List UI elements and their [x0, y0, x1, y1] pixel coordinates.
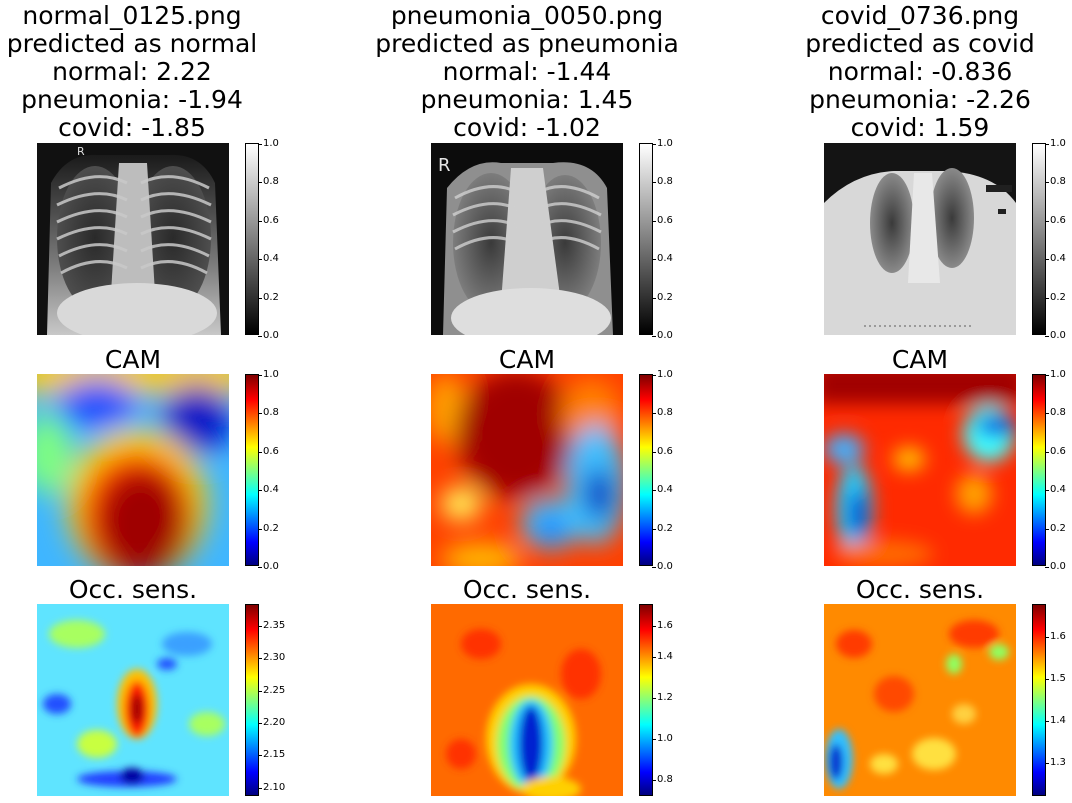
- colorbar-jet: [245, 604, 259, 796]
- colorbar-tick: 0.2: [258, 523, 279, 534]
- score-normal: normal: 2.22: [52, 57, 212, 86]
- prediction-label: predicted as covid: [805, 29, 1035, 58]
- colorbar-tick: 0.6: [652, 215, 673, 226]
- prediction-label: predicted as pneumonia: [375, 29, 679, 58]
- xray-image-pneumonia: R: [431, 143, 623, 335]
- colorbar-tick: 1.0: [258, 369, 279, 380]
- colorbar-tick: 0.2: [652, 292, 673, 303]
- colorbar-tick: 2.30: [257, 652, 286, 663]
- colorbar-tick: 1.0: [1045, 138, 1066, 149]
- colorbar-tick: 1.4: [652, 651, 673, 662]
- occlusion-heatmap-pneumonia: [431, 604, 623, 796]
- cam-heatmap-covid: [824, 374, 1016, 566]
- colorbar-tick: 0.2: [1045, 523, 1066, 534]
- column-title-pneumonia: pneumonia_0050.png predicted as pneumoni…: [347, 2, 707, 142]
- colorbar-tick: 0.0: [652, 561, 673, 572]
- colorbar-tick: 0.4: [258, 253, 279, 264]
- occlusion-title: Occ. sens.: [68, 575, 198, 604]
- colorbar-tick: 1.5: [1045, 673, 1066, 684]
- colorbar-tick: 1.0: [652, 733, 673, 744]
- score-pneumonia: pneumonia: -1.94: [21, 85, 243, 114]
- colorbar-tick: 0.8: [1045, 407, 1066, 418]
- colorbar-tick: 0.0: [1045, 561, 1066, 572]
- score-normal: normal: -0.836: [827, 57, 1013, 86]
- colorbar-tick: 0.8: [652, 407, 673, 418]
- score-covid: covid: -1.02: [453, 113, 601, 142]
- colorbar-tick: 2.20: [257, 717, 286, 728]
- colorbar-tick: 1.0: [258, 138, 279, 149]
- colorbar-tick: 0.6: [652, 446, 673, 457]
- xray-marker-label: R: [438, 155, 451, 176]
- colorbar-tick: 0.6: [1045, 215, 1066, 226]
- occlusion-heatmap-covid: [824, 604, 1016, 796]
- colorbar-jet: [1032, 604, 1046, 796]
- colorbar-tick: 0.8: [652, 774, 673, 785]
- colorbar-tick: 0.4: [1045, 253, 1066, 264]
- colorbar-tick: 0.0: [652, 330, 673, 341]
- colorbar-tick: 2.25: [257, 685, 286, 696]
- colorbar-tick: 2.15: [257, 749, 286, 760]
- cam-title: CAM: [891, 345, 949, 374]
- score-covid: covid: 1.59: [850, 113, 990, 142]
- colorbar-tick: 0.8: [1045, 176, 1066, 187]
- colorbar-tick: 0.4: [652, 484, 673, 495]
- score-normal: normal: -1.44: [442, 57, 612, 86]
- occlusion-heatmap-normal: [37, 604, 229, 796]
- colorbar-tick: 1.4: [1045, 715, 1066, 726]
- colorbar-tick: 1.0: [652, 369, 673, 380]
- image-filename: pneumonia_0050.png: [390, 1, 664, 30]
- colorbar-tick: 1.0: [1045, 369, 1066, 380]
- colorbar-gray: [1032, 143, 1046, 335]
- colorbar-tick: 0.0: [1045, 330, 1066, 341]
- image-filename: normal_0125.png: [22, 1, 242, 30]
- colorbar-jet: [639, 374, 653, 566]
- xray-image-normal: R: [37, 143, 229, 335]
- colorbar-tick: 0.8: [258, 176, 279, 187]
- colorbar-tick: 0.2: [652, 523, 673, 534]
- column-title-normal: normal_0125.png predicted as normal norm…: [0, 2, 312, 142]
- colorbar-tick: 0.6: [258, 446, 279, 457]
- occlusion-title: Occ. sens.: [855, 575, 985, 604]
- colorbar-tick: 0.8: [652, 176, 673, 187]
- cam-title: CAM: [498, 345, 556, 374]
- colorbar-tick: 1.6: [1045, 631, 1066, 642]
- colorbar-jet: [245, 374, 259, 566]
- colorbar-tick: 0.0: [258, 561, 279, 572]
- colorbar-tick: 0.4: [1045, 484, 1066, 495]
- score-pneumonia: pneumonia: -2.26: [809, 85, 1031, 114]
- colorbar-tick: 0.2: [258, 292, 279, 303]
- colorbar-tick: 2.10: [257, 782, 286, 793]
- colorbar-jet: [639, 604, 653, 796]
- colorbar-tick: 0.4: [652, 253, 673, 264]
- prediction-label: predicted as normal: [6, 29, 258, 58]
- column-title-covid: covid_0736.png predicted as covid normal…: [740, 2, 1072, 142]
- colorbar-tick: 0.6: [1045, 446, 1066, 457]
- xray-image-covid: [824, 143, 1016, 335]
- colorbar-tick: 2.35: [257, 620, 286, 631]
- cam-heatmap-normal: [37, 374, 229, 566]
- colorbar-jet: [1032, 374, 1046, 566]
- xray-marker-label: R: [77, 145, 85, 158]
- colorbar-tick: 1.6: [652, 620, 673, 631]
- colorbar-tick: 1.0: [652, 138, 673, 149]
- colorbar-tick: 0.8: [258, 407, 279, 418]
- colorbar-gray: [245, 143, 259, 335]
- colorbar-tick: 1.3: [1045, 757, 1066, 768]
- cam-heatmap-pneumonia: [431, 374, 623, 566]
- occlusion-title: Occ. sens.: [462, 575, 592, 604]
- colorbar-tick: 0.4: [258, 484, 279, 495]
- image-filename: covid_0736.png: [820, 1, 1020, 30]
- colorbar-tick: 0.0: [258, 330, 279, 341]
- colorbar-gray: [639, 143, 653, 335]
- colorbar-tick: 0.6: [258, 215, 279, 226]
- score-covid: covid: -1.85: [58, 113, 206, 142]
- colorbar-tick: 1.2: [652, 692, 673, 703]
- cam-title: CAM: [104, 345, 162, 374]
- colorbar-tick: 0.2: [1045, 292, 1066, 303]
- score-pneumonia: pneumonia: 1.45: [420, 85, 634, 114]
